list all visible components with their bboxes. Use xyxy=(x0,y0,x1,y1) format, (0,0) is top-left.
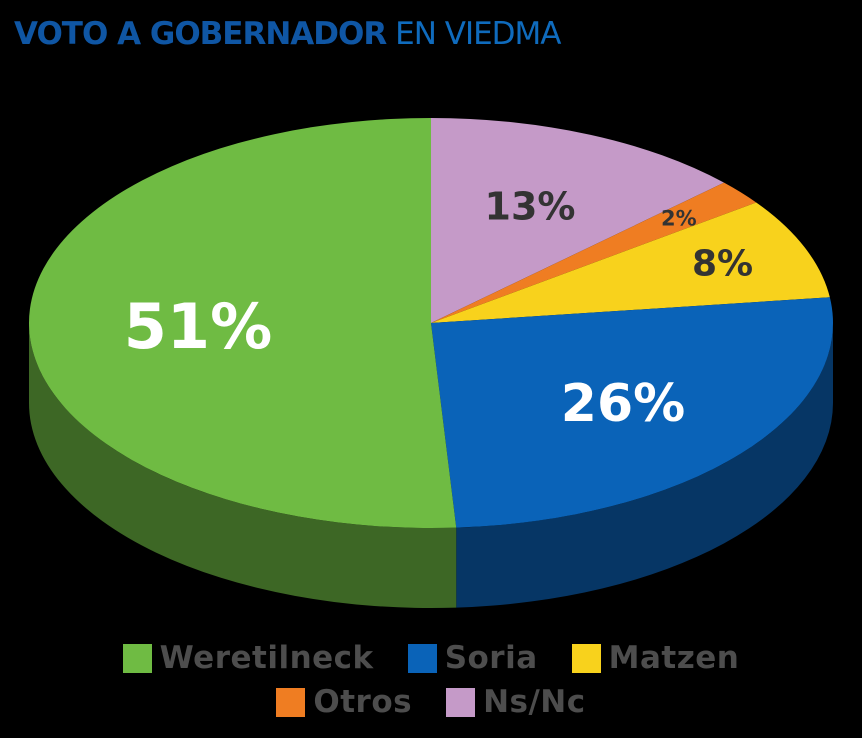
legend-swatch-nsnc xyxy=(446,687,476,717)
pie-slice-otros xyxy=(431,182,757,323)
chart-title-strong: VOTO A GOBERNADOR xyxy=(14,16,387,52)
pie-side-soria xyxy=(456,323,833,608)
legend-item-soria: Soria xyxy=(407,640,538,676)
legend-label-soria: Soria xyxy=(444,640,538,676)
pie-side-weretilneck xyxy=(29,323,457,609)
legend-row-1: Weretilneck Soria Matzen xyxy=(0,640,862,676)
pie-label-otros: 2% xyxy=(661,207,697,231)
chart-title-light: EN VIEDMA xyxy=(395,16,561,52)
legend-item-nsnc: Ns/Nc xyxy=(446,684,586,720)
pie-label-soria: 26% xyxy=(561,374,685,434)
pie-slice-nsnc xyxy=(431,118,725,323)
legend-item-otros: Otros xyxy=(276,684,412,720)
pie-slice-weretilneck xyxy=(28,118,457,528)
legend-label-weretilneck: Weretilneck xyxy=(159,640,374,676)
legend-label-nsnc: Ns/Nc xyxy=(483,684,586,720)
chart-title: VOTO A GOBERNADOR EN VIEDMA xyxy=(14,14,562,54)
legend-swatch-soria xyxy=(407,643,437,673)
legend-row-2: Otros Ns/Nc xyxy=(0,684,862,720)
pie-slice-soria xyxy=(431,297,833,528)
legend-swatch-matzen xyxy=(571,643,601,673)
legend-label-otros: Otros xyxy=(313,684,413,720)
pie-label-weretilneck: 51% xyxy=(124,290,272,363)
legend-item-matzen: Matzen xyxy=(571,640,740,676)
pie-slice-matzen xyxy=(431,202,830,323)
legend-label-matzen: Matzen xyxy=(608,640,740,676)
legend-swatch-otros xyxy=(276,687,306,717)
legend-swatch-weretilneck xyxy=(122,643,152,673)
legend-item-weretilneck: Weretilneck xyxy=(122,640,374,676)
pie-label-nsnc: 13% xyxy=(485,184,576,228)
pie-label-matzen: 8% xyxy=(692,244,753,285)
